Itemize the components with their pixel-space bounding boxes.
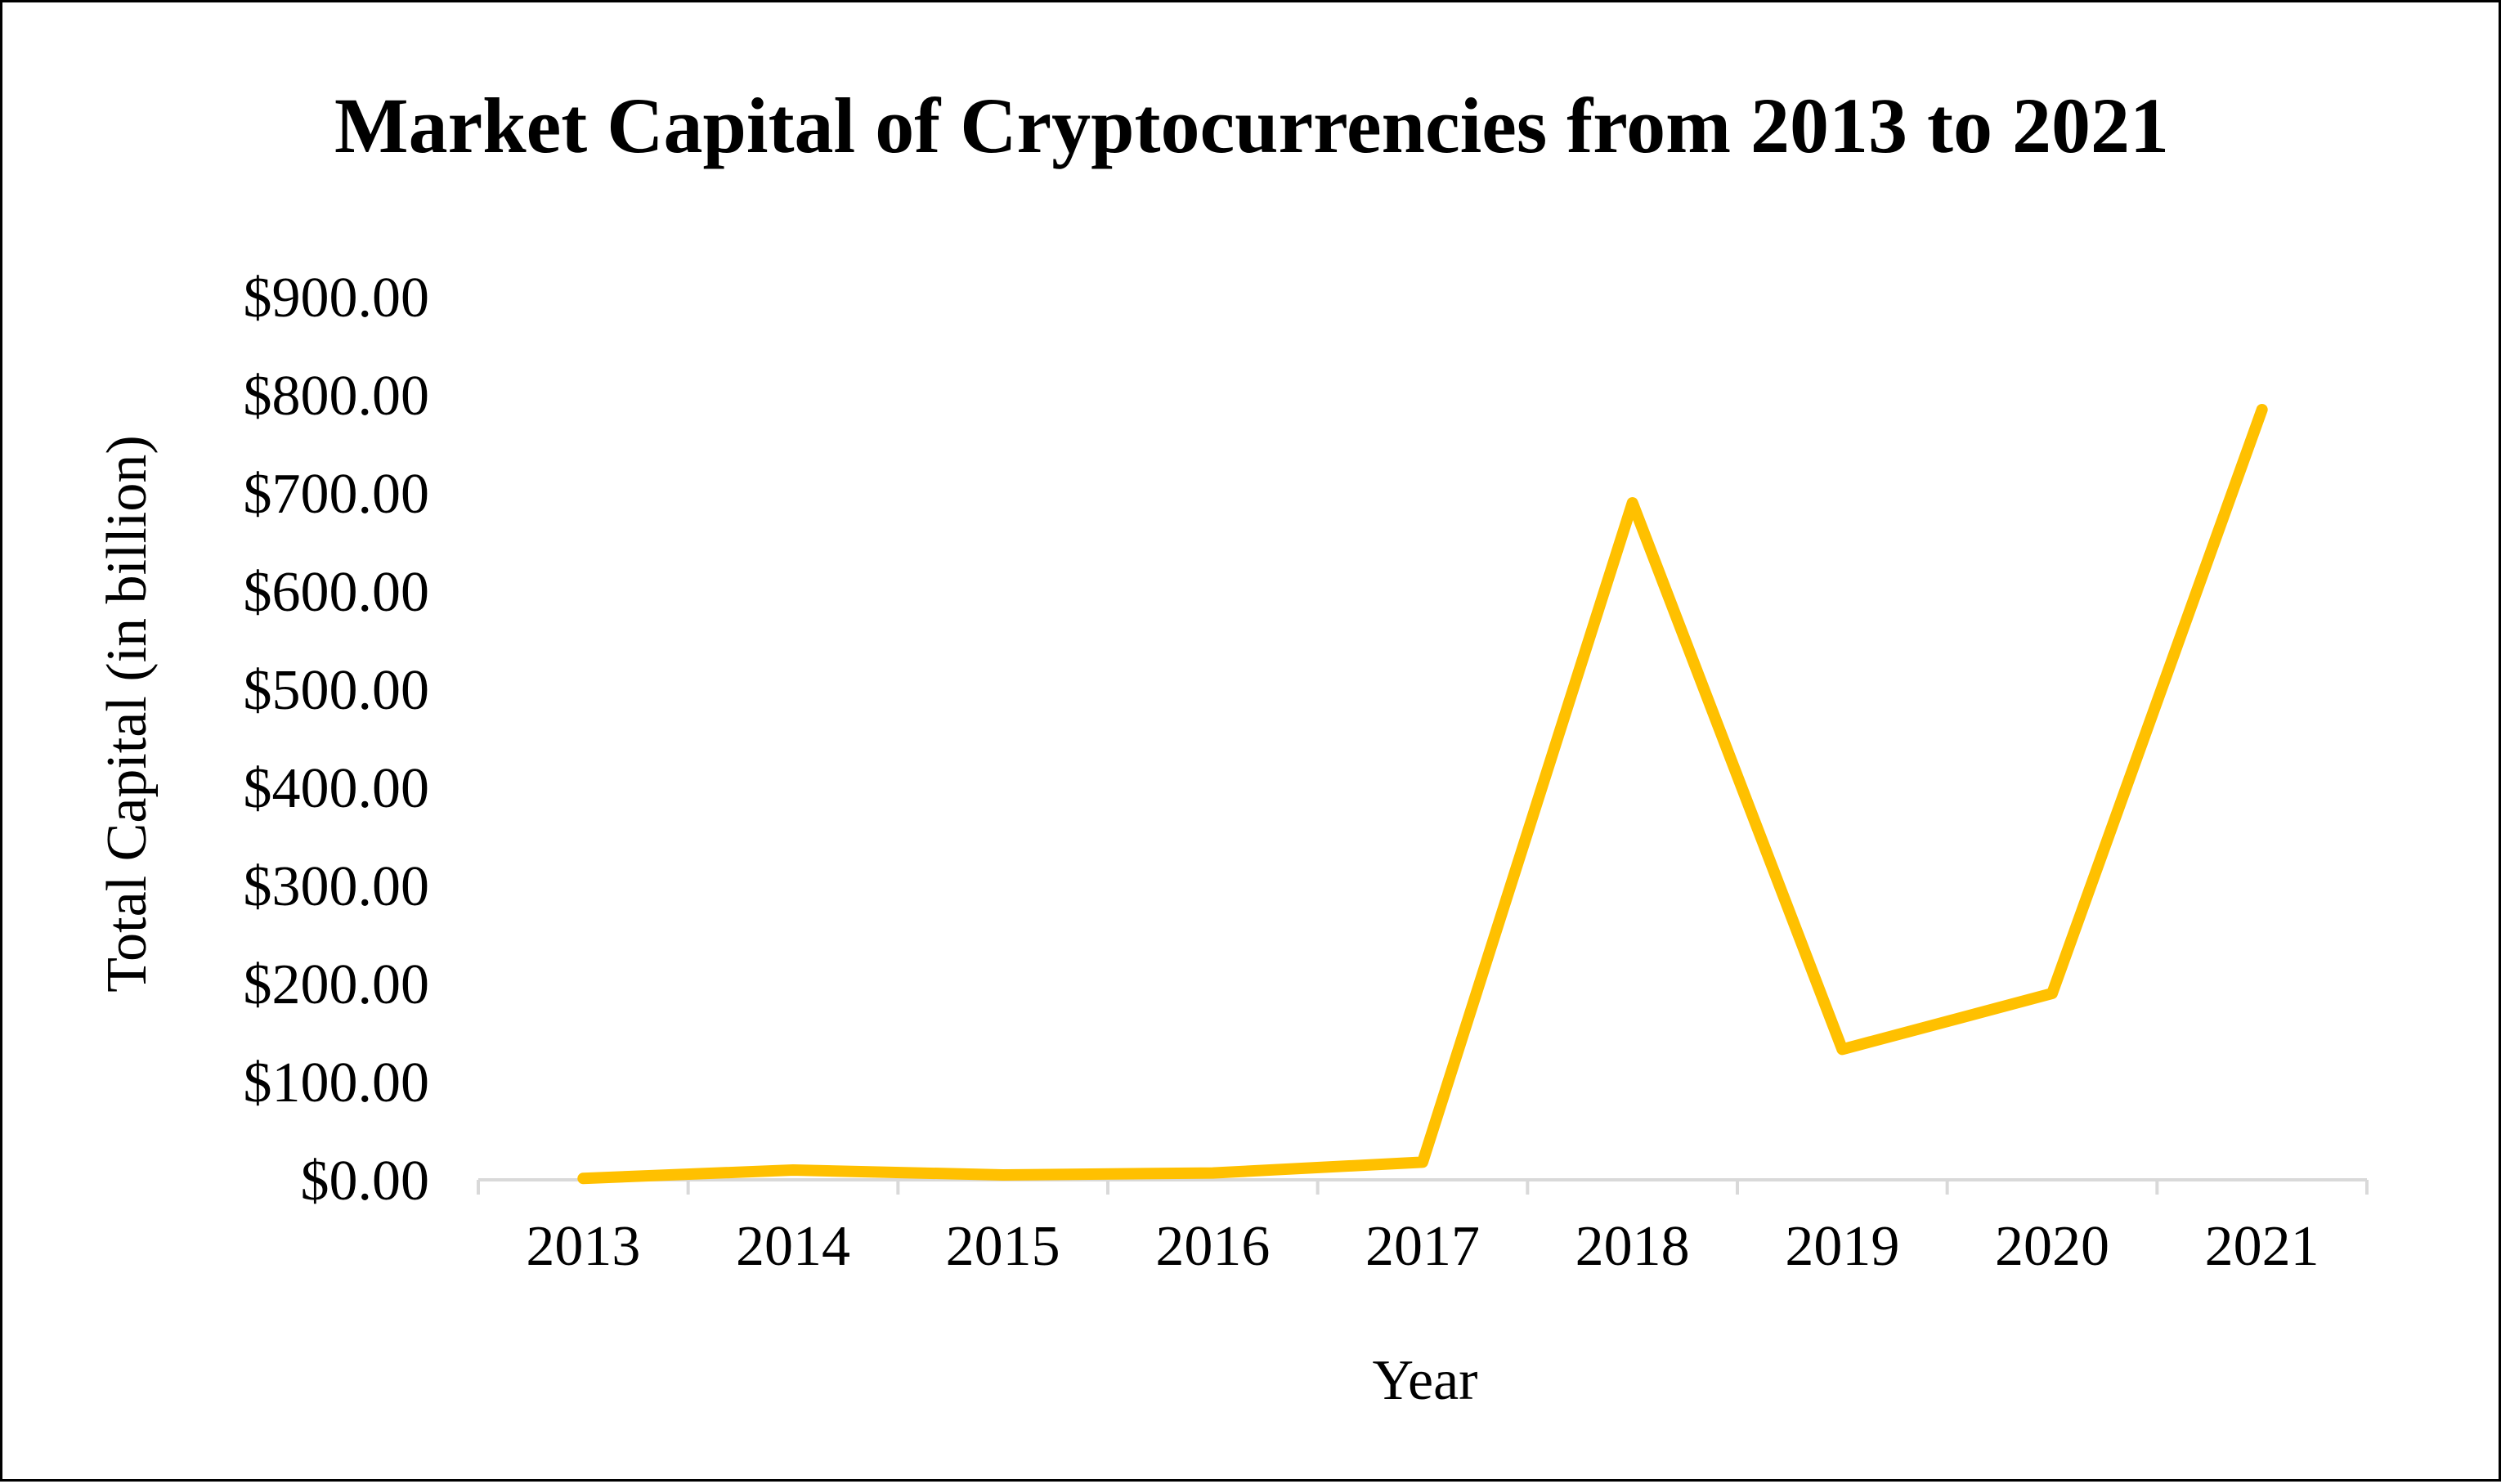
series-group bbox=[577, 404, 2268, 1185]
y-tick-label: $600.00 bbox=[244, 561, 430, 624]
x-tick-label: 2021 bbox=[2205, 1215, 2319, 1278]
x-tick-label: 2020 bbox=[1995, 1215, 2109, 1278]
y-tick-label: $300.00 bbox=[244, 855, 430, 918]
y-tick-label: $200.00 bbox=[244, 953, 430, 1016]
y-tick-label: $100.00 bbox=[244, 1051, 430, 1114]
y-tick-label: $500.00 bbox=[244, 659, 430, 722]
x-axis-tick-marks bbox=[477, 1180, 2369, 1195]
y-tick-label: $700.00 bbox=[244, 463, 430, 526]
x-tick-label: 2017 bbox=[1365, 1215, 1480, 1278]
x-axis-title: Year bbox=[1373, 1349, 1478, 1412]
y-axis-ticks: $0.00 $100.00 $200.00 $300.00 $400.00 $500.00… bbox=[244, 267, 430, 1213]
x-tick-label: 2015 bbox=[946, 1215, 1060, 1278]
y-tick-label: $800.00 bbox=[244, 365, 430, 428]
series-line bbox=[577, 404, 2268, 1185]
x-tick-label: 2016 bbox=[1155, 1215, 1270, 1278]
y-tick-label: $900.00 bbox=[244, 267, 430, 330]
x-tick-label: 2013 bbox=[526, 1215, 640, 1278]
y-tick-label: $0.00 bbox=[301, 1150, 430, 1213]
y-tick-label: $400.00 bbox=[244, 757, 430, 820]
y-axis-title: Total Capital (in billion) bbox=[96, 435, 159, 992]
x-tick-label: 2018 bbox=[1575, 1215, 1690, 1278]
x-axis-ticks: 2013 2014 2015 2016 2017 2018 2019 2020 2021 bbox=[526, 1215, 2319, 1278]
chart-title: Market Capital of Cryptocurrencies from … bbox=[334, 82, 2169, 169]
x-tick-label: 2019 bbox=[1785, 1215, 1899, 1278]
x-tick-label: 2014 bbox=[736, 1215, 850, 1278]
